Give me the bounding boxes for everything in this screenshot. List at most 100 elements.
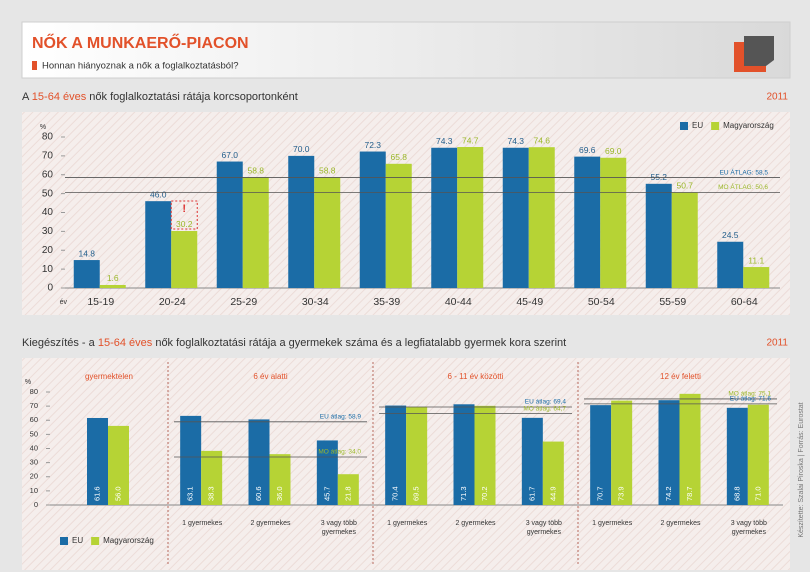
bar [248,419,270,505]
credit: Készítette: Szalai Piroska | Forrás: Eur… [798,402,805,537]
x-tick-label: 2 gyermekes [250,520,291,527]
reference-label: MO átlag: 64,7 [523,405,566,412]
value-label: 74.7 [462,135,479,145]
value-label: 21.8 [343,486,352,501]
x-tick-label: 3 vagy több gyermekes [731,520,767,536]
y-tick-label: 10 [42,264,54,275]
y-tick-label: 50 [30,429,38,438]
bar [671,192,698,288]
bar [406,406,428,505]
bar [600,157,627,288]
bar [269,454,291,505]
value-label: 1.6 [107,273,119,283]
value-label: 24.5 [722,230,739,240]
reference-label: MO átlag: 75,1 [728,391,771,398]
x-tick-label: 3 vagy több gyermekes [526,520,562,536]
page-subtitle: Honnan hiányoznak a nők a foglalkoztatás… [42,61,238,72]
y-axis-label: % [25,379,31,386]
bar [474,405,496,505]
value-label: 14.8 [78,248,95,258]
bar [359,151,386,288]
title-part: nők foglalkoztatási rátája a gyermekek s… [152,337,566,349]
x-tick-label: 30-34 [302,296,329,308]
value-label: 60.6 [254,486,263,501]
x-tick-label: 15-19 [87,296,114,308]
value-label: 73.9 [617,486,626,501]
legend-label: EU [72,536,83,545]
x-axis-label: év [60,299,68,306]
accent [32,61,37,70]
bar [99,284,126,288]
bar [242,177,269,288]
header-box [21,21,791,79]
bar [726,407,748,505]
bar [385,163,412,288]
bar [431,147,458,288]
x-tick-label: 55-59 [659,296,686,308]
y-tick-label: 30 [42,226,54,237]
bar [658,400,680,505]
x-tick-label: 45-49 [516,296,543,308]
legend-swatch [711,122,720,130]
reference-label: MO ÁTLAG: 50,6 [718,182,768,191]
chart-title: Kiegészítés - a 15-64 éves nők foglalkoz… [22,337,566,349]
y-tick-label: 70 [30,401,38,410]
x-tick-label: 2 gyermekes [660,520,701,527]
bar [73,260,100,288]
value-label: 61.7 [527,486,536,501]
bar [337,474,359,505]
bar [457,147,484,288]
x-tick-label: 1 gyermekes [592,520,633,527]
bar [521,417,543,505]
value-label: 74.2 [664,486,673,501]
page-title: NŐK A MUNKAERŐ-PIACON [32,33,249,52]
y-tick-label: 0 [34,500,38,509]
y-tick-label: 20 [30,472,38,481]
value-label: 69.5 [412,486,421,501]
value-label: 44.9 [548,486,557,501]
value-label: 58.8 [319,165,336,175]
bar [645,183,672,288]
legend-label: Magyarország [103,536,154,545]
reference-label: MO átlag: 34,0 [318,449,361,456]
title-part: 15-64 éves [32,91,87,103]
bar [747,404,769,505]
group-label: gyermektelen [85,372,133,381]
title-part: Kiegészítés - a [22,337,98,349]
bar [679,393,701,505]
value-label: 46.0 [150,189,167,199]
x-tick-label: 40-44 [445,296,472,308]
highlight-box [170,200,198,230]
value-label: 56.0 [113,486,122,501]
reference-label: EU ÁTLAG: 58,5 [720,167,769,176]
legend-label: Magyarország [723,121,774,130]
y-tick-label: 80 [30,387,38,396]
y-tick-label: 40 [42,207,54,218]
group-label: 12 év feletti [660,372,701,381]
value-label: 67.0 [221,150,238,160]
bar [314,177,341,288]
bar [574,156,601,288]
value-label: 70.2 [480,486,489,501]
y-tick-label: 80 [42,132,54,143]
value-label: 70.4 [391,486,400,501]
legend-swatch [91,537,100,545]
value-label: 71.0 [753,486,762,501]
y-tick-label: 10 [30,486,38,495]
bar [180,415,202,505]
bar [216,161,243,288]
x-tick-label: 2 gyermekes [455,520,496,527]
value-label: 68.8 [732,486,741,501]
x-tick-label: 50-54 [588,296,615,308]
bar [502,147,529,288]
value-label: 55.2 [650,172,667,182]
value-label: 69.6 [579,145,596,155]
value-label: 50.7 [676,181,693,191]
value-label: 11.1 [748,255,764,265]
reference-label: EU átlag: 58,9 [320,414,362,421]
bar [288,155,315,288]
year: 2011 [766,338,788,349]
y-axis-label: % [40,124,46,131]
value-label: 36.0 [275,486,284,501]
